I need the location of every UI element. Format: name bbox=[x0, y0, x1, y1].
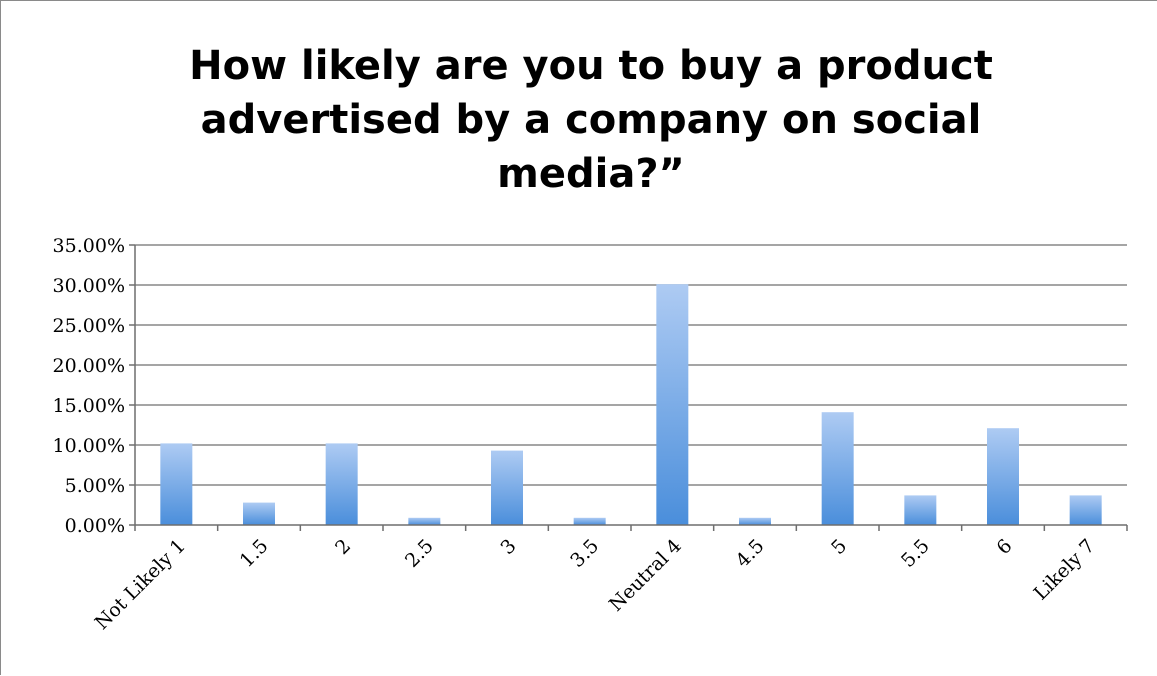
x-category-label: 3 bbox=[496, 535, 520, 559]
chart-title: How likely are you to buy a product adve… bbox=[189, 43, 993, 197]
y-tick-label: 10.00% bbox=[53, 435, 125, 457]
bar bbox=[325, 443, 358, 525]
bar bbox=[491, 450, 523, 525]
y-tick-label: 30.00% bbox=[53, 275, 125, 297]
bar bbox=[243, 502, 275, 525]
x-category-label: Not Likely 1 bbox=[91, 535, 190, 634]
bar bbox=[160, 443, 193, 525]
bar bbox=[573, 517, 606, 525]
x-category-label: 2.5 bbox=[401, 535, 438, 572]
labels: 0.00% 5.00% 10.00% 15.00% 20.00% 25.00% 30.00%… bbox=[53, 235, 1100, 634]
x-category-label: 5.5 bbox=[897, 535, 934, 572]
x-category-label: 2 bbox=[331, 535, 355, 559]
y-tick-label: 35.00% bbox=[53, 235, 125, 257]
x-category-label: 4.5 bbox=[732, 535, 769, 572]
x-category-label: 1.5 bbox=[236, 535, 273, 572]
x-category-label: 3.5 bbox=[566, 535, 603, 572]
x-category-label: 6 bbox=[992, 535, 1016, 559]
bar bbox=[821, 412, 854, 525]
y-tick-label: 5.00% bbox=[65, 475, 125, 497]
bar bbox=[739, 517, 771, 525]
y-tick-label: 15.00% bbox=[53, 395, 125, 417]
bar bbox=[656, 284, 689, 525]
bars bbox=[160, 284, 1102, 525]
y-tick-label: 20.00% bbox=[53, 355, 125, 377]
gridlines bbox=[135, 244, 1127, 486]
bar bbox=[1069, 495, 1102, 525]
y-tick-label: 25.00% bbox=[53, 315, 125, 337]
bar bbox=[408, 517, 441, 525]
x-category-label: 5 bbox=[827, 535, 851, 559]
bar bbox=[904, 495, 937, 525]
axes bbox=[129, 244, 1128, 531]
y-tick-label: 0.00% bbox=[65, 515, 125, 537]
x-category-label: Likely 7 bbox=[1030, 535, 1100, 605]
bar bbox=[987, 428, 1019, 525]
x-category-label: Neutral 4 bbox=[605, 535, 686, 616]
